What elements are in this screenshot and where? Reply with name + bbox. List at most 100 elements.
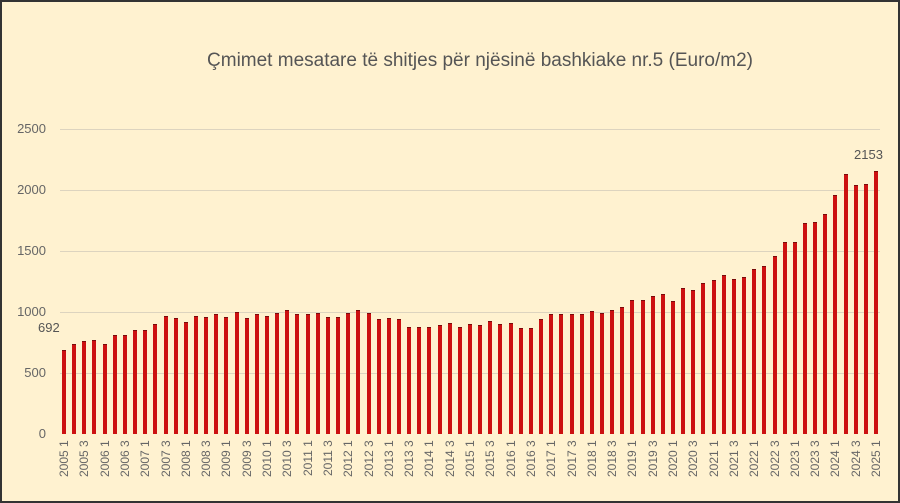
bar <box>122 335 127 434</box>
y-tick-label: 2000 <box>17 182 46 197</box>
bar <box>234 312 239 434</box>
x-tick-label: 2017 1 <box>544 440 559 477</box>
bar <box>417 326 422 434</box>
y-tick-label: 500 <box>24 365 46 380</box>
bar <box>102 343 107 434</box>
bar <box>427 326 432 434</box>
bar <box>813 221 818 434</box>
bar <box>468 324 472 434</box>
x-tick-label: 2010 3 <box>280 440 295 477</box>
bar <box>193 315 198 434</box>
bar <box>691 290 696 434</box>
bar <box>498 324 503 434</box>
bar <box>681 287 686 434</box>
gridline <box>60 251 880 252</box>
y-tick-label: 1500 <box>17 243 46 258</box>
bar <box>366 313 371 434</box>
x-tick-label: 2018 1 <box>584 440 599 477</box>
y-tick-label: 2500 <box>17 121 46 136</box>
x-tick-label: 2015 1 <box>463 440 477 477</box>
bar <box>488 320 493 434</box>
bar <box>630 299 635 434</box>
x-tick-label: 2006 1 <box>97 440 112 477</box>
bar <box>731 279 736 434</box>
bar <box>336 316 341 434</box>
bar <box>660 293 665 434</box>
y-tick-label: 1000 <box>17 304 46 319</box>
gridline <box>60 129 880 130</box>
x-tick-label: 2014 1 <box>422 440 437 477</box>
bar <box>792 242 797 434</box>
x-tick-label: 2019 1 <box>625 440 640 477</box>
x-tick-label: 2009 1 <box>219 440 234 477</box>
y-tick-label: 0 <box>38 426 46 441</box>
bar <box>752 269 757 434</box>
bar <box>863 183 868 434</box>
x-tick-label: 2008 1 <box>178 440 193 477</box>
x-tick-label: 2019 3 <box>645 440 660 477</box>
bar <box>153 324 158 434</box>
x-tick-label: 2023 3 <box>808 440 823 477</box>
bar <box>254 314 259 434</box>
bar <box>112 335 117 434</box>
bar <box>356 309 361 434</box>
bar <box>874 171 878 434</box>
bar <box>265 315 269 434</box>
gridline <box>60 312 880 313</box>
x-tick-label: 2007 1 <box>138 440 153 477</box>
bar <box>508 322 513 434</box>
x-tick-label: 2008 3 <box>199 440 214 477</box>
bar <box>275 313 280 434</box>
bar <box>853 185 858 434</box>
x-tick-label: 2021 3 <box>726 440 741 477</box>
x-tick-label: 2017 3 <box>564 440 579 477</box>
x-tick-label: 2022 1 <box>747 440 762 477</box>
bar <box>579 314 584 434</box>
bar <box>843 174 848 434</box>
bar <box>802 222 807 434</box>
bar <box>62 349 66 434</box>
bar <box>396 319 401 434</box>
bar <box>133 330 138 434</box>
x-tick-label: 2013 3 <box>402 440 417 477</box>
bar <box>143 330 148 434</box>
bar <box>457 326 462 434</box>
x-tick-label: 2016 1 <box>503 440 518 477</box>
x-tick-label: 2013 1 <box>381 440 396 477</box>
bar <box>214 314 219 434</box>
x-tick-label: 2021 1 <box>706 440 721 477</box>
bar <box>518 327 523 434</box>
bar <box>325 316 330 434</box>
bar <box>244 318 249 434</box>
x-tick-label: 2015 3 <box>483 440 498 477</box>
bar <box>589 310 594 434</box>
bar <box>285 309 290 434</box>
bar <box>671 301 675 434</box>
x-tick-label: 2025 1 <box>869 440 883 477</box>
x-tick-label: 2016 3 <box>523 440 538 477</box>
bar <box>72 343 77 434</box>
x-tick-label: 2005 1 <box>57 440 71 477</box>
bar <box>528 327 533 434</box>
x-tick-label: 2005 3 <box>77 440 92 477</box>
bar <box>762 265 767 434</box>
bar <box>711 280 716 434</box>
bar <box>315 313 320 434</box>
x-tick-label: 2022 3 <box>767 440 782 477</box>
bar <box>823 214 828 434</box>
bar <box>610 309 615 434</box>
bar <box>224 316 229 434</box>
bar <box>204 316 209 434</box>
bar <box>376 319 381 434</box>
bar <box>701 282 706 434</box>
data-label-first: 692 <box>38 319 60 335</box>
bar <box>82 341 87 434</box>
bar <box>447 322 452 434</box>
bar <box>640 299 645 434</box>
bar <box>599 313 604 434</box>
bar <box>173 318 178 434</box>
bar <box>772 255 777 434</box>
x-tick-label: 2011 1 <box>300 440 315 476</box>
x-tick-label: 2024 1 <box>828 440 843 477</box>
bar <box>569 314 574 434</box>
